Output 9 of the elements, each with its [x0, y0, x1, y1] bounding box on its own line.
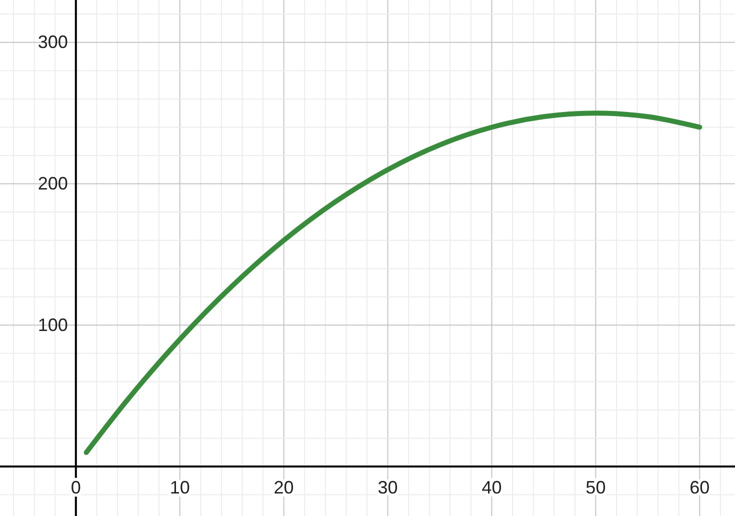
y-tick-label: 100	[38, 314, 68, 335]
y-tick-label: 200	[38, 174, 68, 194]
x-tick-label: 30	[378, 477, 398, 498]
x-tick-label: 50	[586, 477, 606, 498]
x-tick-label: 20	[274, 477, 294, 498]
x-tick-label: 60	[690, 477, 710, 498]
x-tick-label: 40	[482, 477, 502, 498]
x-tick-label: 10	[170, 477, 190, 498]
y-tick-label: 300	[38, 32, 68, 52]
